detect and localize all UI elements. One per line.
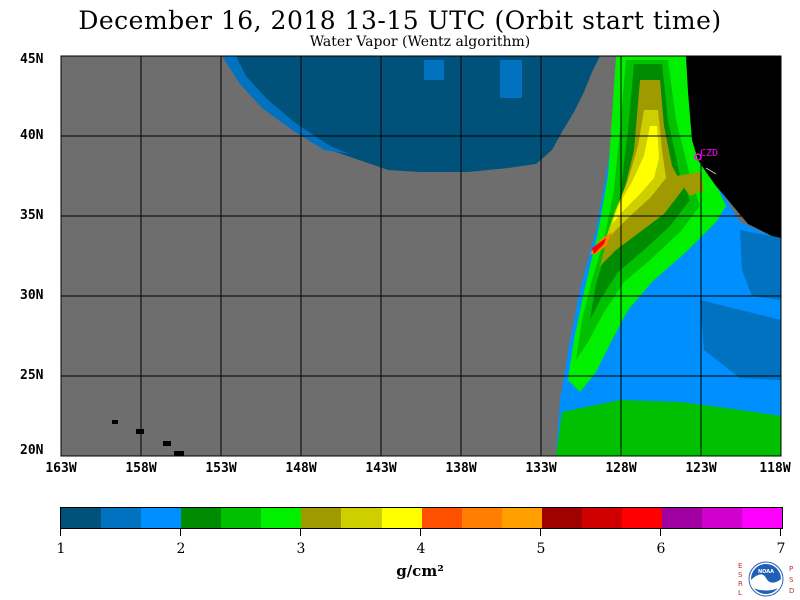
colorbar-segment [501,508,542,528]
colorbar-segment [101,508,142,528]
coast-olive-patch [676,172,704,196]
station-label: CZD [700,148,718,159]
colorbar-segment [421,508,462,528]
logo-letter: S [789,576,794,584]
lat-label-20n: 20N [20,443,44,458]
lat-label-35n: 35N [20,208,44,223]
lon-label-143w: 143W [365,461,397,476]
land-north-america [686,56,781,238]
plume-red [592,238,606,254]
island-hawaii [174,451,184,456]
lon-label-153w: 153W [205,461,237,476]
colorbar-segment [702,508,743,528]
lat-label-30n: 30N [20,288,44,303]
logo-letter: S [738,571,743,579]
lon-label-128w: 128W [605,461,637,476]
colorbar-segment [581,508,622,528]
colorbar-segment [661,508,702,528]
lon-label-148w: 148W [285,461,317,476]
colorbar-tick [420,528,421,536]
colorbar-tick [780,528,781,536]
colorbar-segment [221,508,262,528]
map-subtitle: Water Vapor (Wentz algorithm) [309,34,531,50]
noaa-logo-icon: E S R L P S D NOAA [738,561,794,597]
map-frame [60,55,782,457]
logo-center-text: NOAA [758,569,774,575]
swath-north-blue-patch2 [424,60,444,80]
lon-grid [140,56,702,456]
map-title: December 16, 2018 13-15 UTC (Orbit start… [78,6,722,35]
lat-label-25n: 25N [20,368,44,383]
lon-label-158w: 158W [125,461,157,476]
colorbar-label-5: 5 [536,541,546,557]
lat-label-40n: 40N [20,128,44,143]
logo-letter: E [738,562,742,570]
colorbar-segment [261,508,302,528]
colorbar-label-3: 3 [296,541,306,557]
island-oahu [136,429,144,434]
swath-east-green-south [556,400,781,456]
colorbar-segment [181,508,222,528]
colorbar-label-4: 4 [416,541,426,557]
station-czd-icon [694,153,702,161]
lon-label-163w: 163W [45,461,77,476]
colorbar-label-1: 1 [56,541,66,557]
colorbar-segment [621,508,662,528]
swath-east-dark-blue-2 [700,300,781,380]
lon-label-133w: 133W [525,461,557,476]
station-marker: CZD [694,148,718,175]
colorbar-segment [461,508,502,528]
colorbar-tick [180,528,181,536]
colorbar-segment [541,508,582,528]
lon-label-118w: 118W [759,461,791,476]
colorbar-label-6: 6 [656,541,666,557]
colorbar-segment [61,508,102,528]
colorbar-segment [301,508,342,528]
lon-label-123w: 123W [685,461,717,476]
island-maui [163,441,171,446]
logo-letter: L [738,589,742,597]
logo-letter: D [789,587,794,595]
logo-letter: R [738,580,743,588]
lat-label-45n: 45N [20,52,44,67]
swath-north-blue-patch [500,60,522,98]
colorbar-segment [381,508,422,528]
colorbar-tick [660,528,661,536]
colorbar-tick [300,528,301,536]
colorbar-label-2: 2 [176,541,186,557]
colorbar-segment [341,508,382,528]
swath-north-blue-edge [222,56,350,154]
colorbar-tick [540,528,541,536]
colorbar-label-7: 7 [776,541,786,557]
swath-east-dark-blue-1 [740,230,781,300]
island-kauai [112,420,118,424]
lon-label-138w: 138W [445,461,477,476]
colorbar-segment [742,508,783,528]
logo-letter: P [789,565,793,573]
colorbar-units: g/cm² [396,562,444,580]
lat-grid [61,135,781,377]
plume-yellow [612,126,659,224]
colorbar-tick [60,528,61,536]
colorbar-segment [141,508,182,528]
colorbar [60,507,783,529]
